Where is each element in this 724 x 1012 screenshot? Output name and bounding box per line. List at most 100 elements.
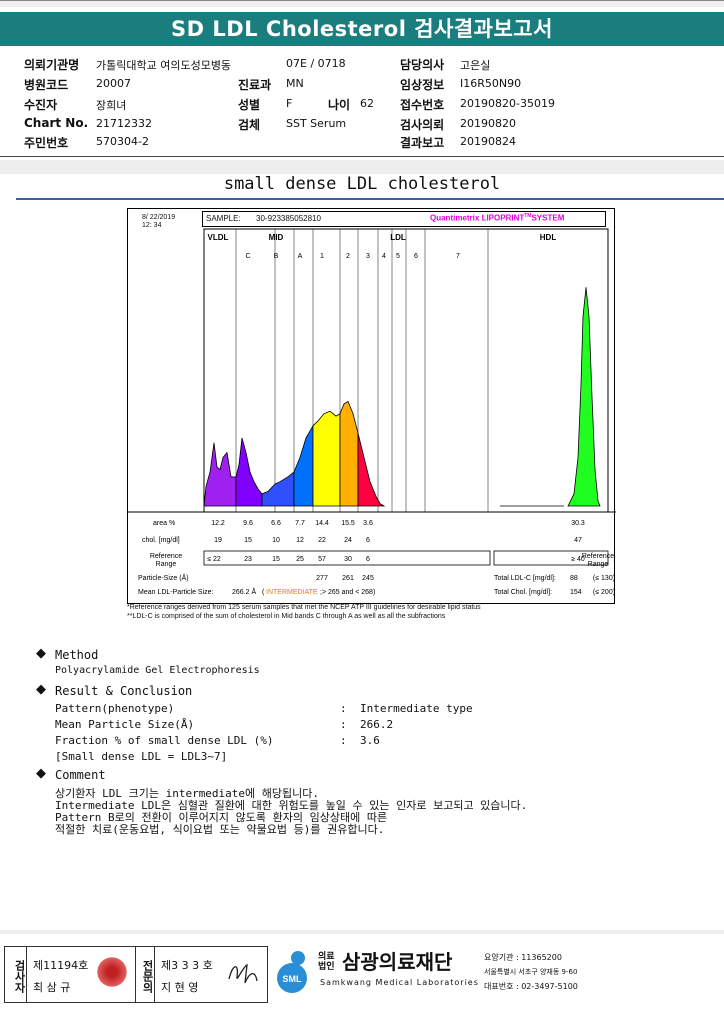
receipt: 20190820-35019 xyxy=(460,97,555,110)
area-value: 14.4 xyxy=(315,520,329,527)
chart-header-box xyxy=(202,211,606,227)
brand-name: Quantimetrix LIPOPRINTTMSYSTEM xyxy=(430,213,564,223)
section-title: small dense LDL cholesterol xyxy=(223,174,501,194)
result-sep-1: : xyxy=(340,702,347,715)
resident-label: 주민번호 xyxy=(24,136,69,150)
area-segment xyxy=(235,437,263,507)
sample-label: SAMPLE: xyxy=(206,214,241,223)
hospital-code-label: 병원코드 xyxy=(24,78,69,92)
comment-line-1: 상기환자 LDL 크기는 intermediate에 해당됩니다. xyxy=(55,787,320,800)
org-tel: 대표번호 : 02-3497-5100 xyxy=(484,982,578,991)
brand-tm: TM xyxy=(524,213,532,219)
age: 62 xyxy=(360,97,374,110)
chol-value: 22 xyxy=(318,537,326,544)
brand-main: Quantimetrix LIPOPRINT xyxy=(430,213,525,223)
chart-no: 21712332 xyxy=(96,117,152,130)
result-bullet: ◆ xyxy=(36,682,46,697)
total-ldl-ref: (≤ 130) xyxy=(593,575,615,582)
area-segment xyxy=(312,410,341,507)
band-label-B: B xyxy=(274,253,279,260)
specimen: SST Serum xyxy=(286,117,347,130)
area-value: 12.2 xyxy=(211,520,225,527)
chart-no-label: Chart No. xyxy=(24,116,89,130)
chol-value: 24 xyxy=(344,537,352,544)
top-border xyxy=(0,0,724,7)
particle-size-value: 245 xyxy=(362,575,374,582)
region-label-ldl: LDL xyxy=(390,233,406,242)
ref-value: ≥ 40 xyxy=(571,556,585,563)
hospital-code: 20007 xyxy=(96,77,131,90)
result-key-2: Mean Particle Size(Å) xyxy=(55,718,195,731)
org-code: 요양기관 : 11365200 xyxy=(484,953,562,962)
band-label-4: 4 xyxy=(382,253,386,260)
request-org: 가톨릭대학교 여의도성모병동 xyxy=(96,59,232,72)
chart-date: 8/ 22/2019 xyxy=(142,214,176,221)
area-segment xyxy=(293,424,314,507)
org-logo: SML xyxy=(270,948,314,998)
ref-box-left xyxy=(203,550,491,566)
doctor-label: 담당의사 xyxy=(400,58,445,72)
receipt-label: 접수번호 xyxy=(400,98,445,112)
band-label-1: 1 xyxy=(320,253,324,260)
area-value: 9.6 xyxy=(243,520,253,527)
patient-label: 수진자 xyxy=(24,98,58,112)
tester-no: 제11194호 xyxy=(33,959,89,972)
chol-value: 15 xyxy=(244,537,252,544)
particle-size-label: Particle-Size (Å) xyxy=(138,573,189,582)
comment-line-3: Pattern B로의 전환이 이루어지지 않도록 환자의 임상상태에 따른 xyxy=(55,811,388,824)
region-label-vldl: VLDL xyxy=(208,233,229,242)
resident: 570304-2 xyxy=(96,135,149,148)
brand-suffix: SYSTEM xyxy=(531,213,565,223)
method-text: Polyacrylamide Gel Electrophoresis xyxy=(55,665,260,676)
band-label-A: A xyxy=(298,253,303,260)
comment-heading: Comment xyxy=(55,768,106,782)
specimen-label: 검체 xyxy=(238,118,261,132)
comment-line-4: 적절한 치료(운동요법, 식이요법 또는 약물요법 등)를 권유합니다. xyxy=(55,823,385,836)
region-label-hdl: HDL xyxy=(540,233,557,242)
sex: F xyxy=(286,97,293,110)
org-name: 삼광의료재단 xyxy=(342,950,453,974)
area-value: 30.3 xyxy=(571,520,585,527)
ref-box-right xyxy=(493,550,609,566)
result-extra: [Small dense LDL = LDL3~7] xyxy=(55,750,228,763)
area-segment xyxy=(261,471,295,507)
doctor: 고은실 xyxy=(460,59,491,72)
ref-value: 30 xyxy=(344,556,352,563)
ref-value: 57 xyxy=(318,556,326,563)
tester-label: 검사자 xyxy=(5,947,27,1002)
test-request-label: 검사의뢰 xyxy=(400,118,445,132)
org-name-en: Samkwang Medical Laboratories xyxy=(320,978,479,987)
chol-value: 6 xyxy=(366,537,370,544)
report-date: 20190824 xyxy=(460,135,516,148)
ref-value: ≤ 22 xyxy=(207,556,221,563)
sample-id: 30-923385052810 xyxy=(256,214,321,223)
patient-info: 의뢰기관명 가톨릭대학교 여의도성모병동 07E / 0718 담당의사 고은실… xyxy=(0,52,724,152)
total-chol-value: 154 xyxy=(570,589,582,596)
report-date-label: 결과보고 xyxy=(400,136,445,150)
test-request: 20190820 xyxy=(460,117,516,130)
ref-row-label-1: Reference xyxy=(150,553,182,560)
area-value: 6.6 xyxy=(271,520,281,527)
gray-band xyxy=(0,160,724,174)
mean-value: 266.2 Å xyxy=(232,587,256,596)
comment-bullet: ◆ xyxy=(36,766,46,781)
band-label-7: 7 xyxy=(456,253,460,260)
particle-size-value: 277 xyxy=(316,575,328,582)
org-address: 서울특별시 서초구 양재동 9-60 xyxy=(484,968,578,976)
total-ldl-value: 88 xyxy=(570,575,578,582)
method-bullet: ◆ xyxy=(36,646,46,661)
lipoprint-chart: 8/ 22/2019 12: 34 SAMPLE: 30-92338505281… xyxy=(127,208,616,604)
particle-size-value: 261 xyxy=(342,575,354,582)
signature-box: 검사자 제11194호 최 삼 규 전문의 제3 3 3 호 지 현 영 xyxy=(4,946,268,1003)
ref-right-label-2: Range xyxy=(588,561,609,568)
chol-value: 12 xyxy=(296,537,304,544)
sex-label: 성별 xyxy=(238,98,261,112)
chol-value: 19 xyxy=(214,537,222,544)
area-value: 15.5 xyxy=(341,520,355,527)
band-label-C: C xyxy=(245,253,250,260)
area-segment xyxy=(357,433,386,507)
ref-right-label-1: Reference xyxy=(582,553,614,560)
note-1: *Reference ranges derived from 125 serum… xyxy=(127,604,481,611)
total-chol-ref: (≤ 200) xyxy=(593,589,615,596)
